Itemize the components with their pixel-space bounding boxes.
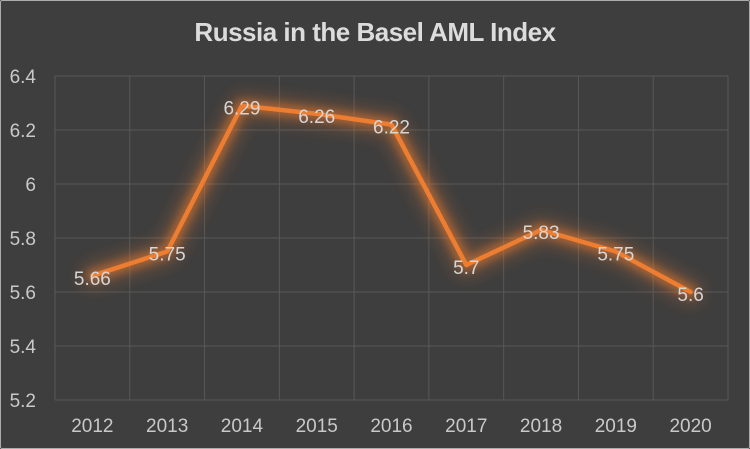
y-axis-tick-label: 5.6 <box>10 283 36 304</box>
data-label: 5.66 <box>74 269 111 290</box>
x-axis-tick-label: 2013 <box>146 416 188 437</box>
x-axis-tick-label: 2012 <box>71 416 113 437</box>
series-line <box>90 103 693 295</box>
data-label: 6.26 <box>298 107 335 128</box>
chart-title: Russia in the Basel AML Index <box>194 17 556 47</box>
x-axis-tick-label: 2017 <box>445 416 487 437</box>
y-axis-tick-label: 6.4 <box>10 67 37 88</box>
x-axis-tick-label: 2018 <box>520 416 562 437</box>
x-axis-tick-label: 2019 <box>595 416 637 437</box>
data-label: 6.22 <box>373 118 410 139</box>
data-label: 5.75 <box>597 245 634 266</box>
x-axis-tick-label: 2014 <box>221 416 264 437</box>
data-label: 5.7 <box>453 258 479 279</box>
y-axis-tick-label: 6.2 <box>10 121 36 142</box>
x-axis-tick-label: 2016 <box>370 416 412 437</box>
y-axis-tick-label: 5.8 <box>10 229 36 250</box>
data-label: 5.75 <box>149 245 186 266</box>
x-axis-tick-label: 2020 <box>669 416 711 437</box>
data-label: 5.83 <box>523 223 560 244</box>
y-axis-tick-label: 5.2 <box>10 391 36 412</box>
data-label: 5.6 <box>677 285 703 306</box>
y-axis-tick-label: 6 <box>25 175 36 196</box>
y-axis-tick-label: 5.4 <box>10 337 37 358</box>
x-axis-tick-label: 2015 <box>296 416 338 437</box>
data-label: 6.29 <box>223 99 260 120</box>
